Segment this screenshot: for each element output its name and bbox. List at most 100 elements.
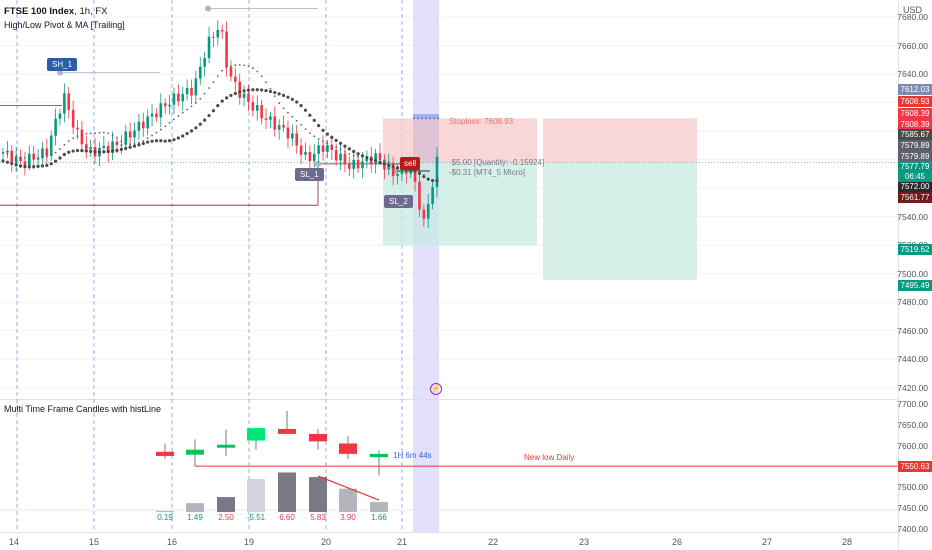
hist-bar	[156, 510, 174, 513]
candle-body	[299, 145, 303, 155]
ma-slow-dot	[220, 99, 224, 103]
price-tick-label: 7540.00	[897, 211, 928, 222]
ma-slow-dot	[185, 131, 189, 136]
ma-slow-dot	[97, 150, 102, 154]
ma-slow-dot	[5, 160, 9, 164]
candle-body	[106, 145, 110, 153]
ma-slow-dot	[233, 91, 237, 96]
ma-slow-dot	[80, 148, 84, 153]
candle-body	[172, 93, 176, 105]
histogram-value: 1.49	[187, 513, 203, 522]
candle-body	[361, 161, 364, 169]
ma-slow-dot	[382, 161, 386, 166]
ma-fast-dot	[387, 160, 390, 163]
ma-fast-dot	[243, 64, 246, 67]
ma-slow-dot	[137, 143, 141, 147]
candle-body	[312, 153, 316, 162]
sub-indicator-label[interactable]: Multi Time Frame Candles with histLine	[4, 404, 162, 414]
ma-fast-dot	[322, 140, 324, 143]
ma-fast-dot	[59, 148, 61, 151]
candle-body	[177, 93, 180, 102]
ma-fast-dot	[181, 111, 184, 114]
ma-slow-dot	[110, 149, 115, 153]
ma-fast-dot	[28, 157, 31, 160]
candle-body	[115, 141, 119, 146]
candle-body	[58, 113, 62, 119]
symbol-name: FTSE 100 Index	[4, 6, 75, 17]
ma-fast-dot	[247, 65, 250, 68]
ma-slow-dot	[75, 149, 80, 153]
price-tag: 7561.77	[898, 192, 932, 203]
ma-slow-dot	[198, 122, 202, 126]
candle-body	[273, 116, 277, 130]
candle-body	[225, 31, 228, 67]
candle-body	[435, 156, 439, 188]
candle-body	[84, 144, 88, 150]
price-tick-label: 7420.00	[897, 382, 928, 393]
lightning-icon[interactable]: ⚡	[430, 383, 442, 395]
candle-body	[242, 93, 246, 98]
ma-slow-dot	[365, 155, 369, 160]
ma-slow-dot	[154, 139, 159, 143]
ma-slow-dot	[10, 161, 14, 166]
ma-slow-dot	[40, 164, 45, 168]
candle-body	[251, 102, 255, 111]
candle-body	[28, 153, 31, 166]
mtf-candles-panel[interactable]	[0, 399, 898, 532]
candle-body	[343, 153, 347, 165]
ma-fast-dot	[15, 155, 18, 158]
main-price-chart[interactable]	[0, 0, 898, 399]
candle-body	[10, 150, 14, 164]
ma-slow-dot	[246, 88, 251, 92]
ma-fast-dot	[41, 156, 44, 159]
sub-tick-label: 7500.00	[897, 482, 928, 493]
date-axis[interactable]: 14 15 16 19 20 21 22 23 26 27 28	[0, 532, 898, 550]
currency-label[interactable]: USD	[903, 5, 923, 15]
ma-slow-dot	[14, 163, 18, 167]
ma-slow-dot	[422, 175, 426, 179]
ma-slow-dot	[211, 109, 216, 113]
candle-body	[207, 36, 211, 59]
candle-body	[163, 103, 167, 107]
pivot-marker	[205, 5, 211, 12]
ma-fast-dot	[45, 155, 48, 158]
candle-body	[348, 164, 351, 169]
histogram-value: -5.51	[246, 513, 266, 522]
ma-slow-dot	[273, 90, 277, 95]
candle-body	[286, 127, 290, 139]
price-axis[interactable]: USD 7680.007660.007640.007620.007600.007…	[897, 0, 932, 550]
candle-body	[36, 158, 40, 160]
candle-body	[146, 116, 149, 129]
candle-body	[141, 121, 145, 129]
sub-price-tag: 7550.63	[898, 461, 932, 473]
mtf-candle-body	[339, 443, 357, 454]
mtf-candle-body	[247, 428, 265, 441]
hist-bar	[247, 478, 265, 513]
candle-body	[308, 151, 312, 162]
date-tick-label: 14	[8, 537, 20, 547]
ma-fast-dot	[278, 102, 281, 105]
price-tick-label: 7440.00	[897, 354, 928, 365]
candle-body	[67, 93, 71, 110]
ma-slow-dot	[207, 113, 211, 118]
ma-fast-dot	[287, 111, 289, 114]
ma-slow-dot	[417, 171, 422, 175]
candle-body	[378, 153, 382, 160]
ma-fast-dot	[352, 154, 355, 157]
price-tag: 7608.39	[898, 119, 932, 130]
ma-fast-dot	[10, 154, 13, 156]
ma-slow-dot	[268, 89, 273, 94]
ma-fast-dot	[151, 134, 153, 137]
hist-trend-line	[317, 475, 380, 501]
ma-fast-dot	[199, 97, 202, 100]
session-band	[413, 399, 439, 532]
ma-slow-dot	[115, 148, 119, 152]
ma-fast-dot	[2, 151, 4, 154]
candle-body	[234, 76, 237, 82]
ma-fast-dot	[374, 157, 377, 160]
ma-slow-dot	[102, 150, 106, 154]
main-indicator-label[interactable]: High/Low Pivot & MA [Trailing]	[4, 20, 125, 30]
candle-body	[32, 153, 35, 160]
candle-body	[220, 30, 224, 32]
ma-fast-dot	[116, 137, 118, 139]
